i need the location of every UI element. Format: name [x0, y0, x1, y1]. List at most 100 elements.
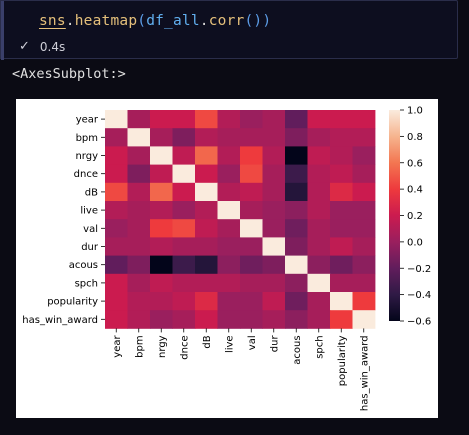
- heatmap-cell: [308, 310, 331, 329]
- heatmap-cell: [330, 256, 353, 275]
- heatmap-cell: [150, 274, 173, 293]
- x-tick-label: dB: [202, 335, 213, 348]
- heatmap-cell: [150, 310, 173, 329]
- heatmap-cell: [195, 219, 218, 238]
- heatmap-cell: [150, 219, 173, 238]
- code-token-paren: ): [262, 13, 271, 29]
- heatmap-cell: [330, 310, 353, 329]
- heatmap-cell: [353, 110, 376, 129]
- heatmap-cell: [173, 292, 196, 311]
- heatmap-cell: [330, 128, 353, 147]
- heatmap-cell: [105, 146, 128, 165]
- heatmap-cell: [263, 292, 286, 311]
- cell-focus-bar: [1, 1, 4, 60]
- y-tick-label: nrgy: [75, 151, 98, 162]
- heatmap-cell: [128, 256, 151, 275]
- heatmap-cell: [128, 183, 151, 202]
- heatmap-cell: [353, 201, 376, 220]
- heatmap-cell: [105, 128, 128, 147]
- heatmap-cell: [308, 256, 331, 275]
- heatmap-cell: [330, 165, 353, 184]
- heatmap-cell: [263, 110, 286, 129]
- x-tick-label: nrgy: [157, 335, 168, 358]
- heatmap-cell: [308, 219, 331, 238]
- y-tick-label: dB: [85, 187, 98, 198]
- heatmap-cell: [218, 110, 241, 129]
- heatmap-cell: [105, 310, 128, 329]
- code-token-method: corr: [209, 13, 245, 29]
- heatmap-cell: [173, 146, 196, 165]
- heatmap-cell: [195, 274, 218, 293]
- heatmap-cell: [173, 310, 196, 329]
- heatmap-cell: [285, 146, 308, 165]
- y-tick-label: live: [80, 206, 98, 217]
- colorbar-tick-label: −0.4: [407, 290, 431, 301]
- code-cell[interactable]: sns.heatmap(df_all.corr()) ✓ 0.4s: [0, 0, 458, 59]
- heatmap-cell: [240, 128, 263, 147]
- heatmap-cell: [150, 128, 173, 147]
- colorbar-tick-label: −0.2: [407, 264, 431, 275]
- heatmap-cell: [150, 237, 173, 256]
- heatmap-cell: [173, 219, 196, 238]
- heatmap-cell: [353, 183, 376, 202]
- heatmap-cell: [308, 274, 331, 293]
- y-tick-label: spch: [75, 278, 98, 289]
- heatmap-cell: [330, 219, 353, 238]
- colorbar-tick-label: 1.0: [407, 106, 423, 117]
- x-tick-label: spch: [314, 335, 325, 358]
- heatmap-cell: [330, 146, 353, 165]
- heatmap-cell: [263, 256, 286, 275]
- heatmap-cell: [150, 292, 173, 311]
- heatmap-cell: [308, 128, 331, 147]
- x-tick-label: popularity: [337, 335, 348, 386]
- execution-status: ✓ 0.4s: [19, 39, 65, 54]
- heatmap-cell: [263, 274, 286, 293]
- heatmap-cell: [173, 128, 196, 147]
- output-repr: <AxesSubplot:>: [12, 66, 126, 82]
- x-tick-label: acous: [292, 335, 303, 364]
- x-tick-label: val: [247, 335, 258, 350]
- heatmap-cell: [308, 237, 331, 256]
- heatmap-cell: [353, 256, 376, 275]
- x-tick-label: year: [112, 335, 123, 358]
- code-token-fn: heatmap: [75, 13, 138, 29]
- y-tick-label: dur: [81, 242, 99, 253]
- colorbar-tick-label: −0.6: [407, 317, 431, 328]
- code-token-obj: sns: [39, 13, 66, 29]
- heatmap-cell: [218, 201, 241, 220]
- heatmap-cell: [263, 128, 286, 147]
- heatmap-cell: [330, 274, 353, 293]
- heatmap-cell: [128, 110, 151, 129]
- heatmap-cell: [218, 310, 241, 329]
- heatmap-cell: [150, 256, 173, 275]
- heatmap-cell: [105, 237, 128, 256]
- heatmap-cell: [195, 310, 218, 329]
- heatmap-cell: [218, 219, 241, 238]
- y-tick-label: bpm: [76, 133, 98, 144]
- heatmap-cell: [263, 219, 286, 238]
- colorbar: [389, 110, 400, 321]
- heatmap-cell: [128, 219, 151, 238]
- code-editor[interactable]: sns.heatmap(df_all.corr()): [39, 13, 271, 29]
- x-tick-label: dur: [269, 335, 280, 353]
- heatmap-cell: [353, 237, 376, 256]
- code-token-paren: ): [253, 13, 262, 29]
- heatmap-cell: [353, 292, 376, 311]
- heatmap-cell: [105, 219, 128, 238]
- heatmap-cell: [353, 274, 376, 293]
- heatmap-cell: [105, 274, 128, 293]
- heatmap-cell: [195, 201, 218, 220]
- x-tick-label: live: [224, 335, 235, 353]
- heatmap-cell: [240, 110, 263, 129]
- code-token-arg: df_all: [146, 13, 200, 29]
- heatmap-cell: [150, 165, 173, 184]
- heatmap-cell: [218, 183, 241, 202]
- heatmap-cell: [263, 310, 286, 329]
- heatmap-cell: [195, 292, 218, 311]
- heatmap-cell: [308, 146, 331, 165]
- heatmap-cell: [105, 165, 128, 184]
- heatmap-cell: [195, 256, 218, 275]
- heatmap-cell: [285, 237, 308, 256]
- heatmap-cell: [308, 292, 331, 311]
- heatmap-cell: [330, 292, 353, 311]
